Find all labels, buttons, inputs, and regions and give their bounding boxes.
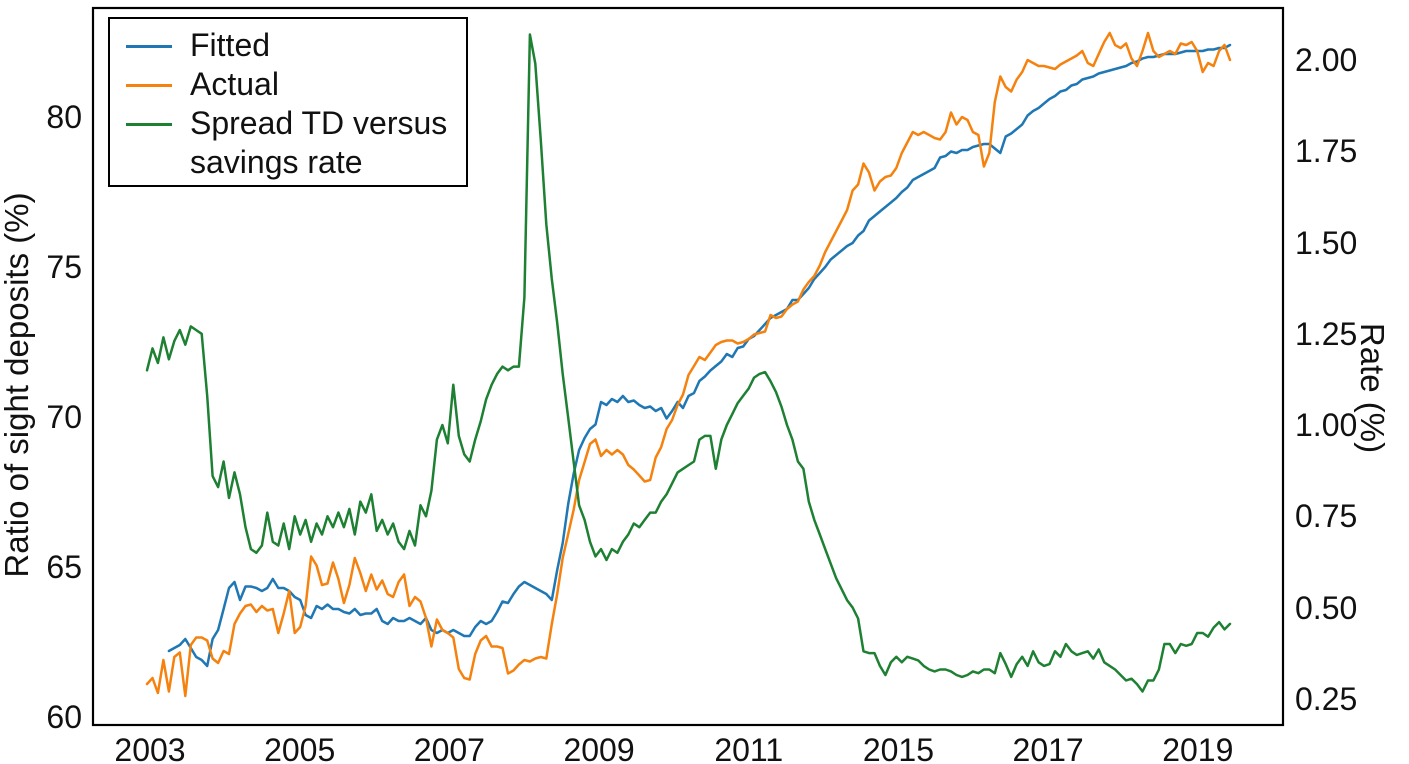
right-axis-title: Rate (%) (1354, 322, 1391, 454)
legend-label-spread: Spread TD versus savings rate (190, 105, 448, 180)
left-axis-tick-label: 70 (46, 399, 82, 435)
actual-line-swatch-icon (126, 84, 172, 87)
x-axis-tick-label: 2019 (1162, 732, 1234, 764)
fitted-line-swatch-icon (126, 45, 172, 48)
left-axis-tick-label: 75 (46, 249, 82, 285)
legend-item-actual: Actual (126, 65, 466, 104)
spread-line-swatch-icon (126, 123, 172, 126)
right-axis-tick-label: 1.50 (1295, 224, 1358, 261)
legend-label-actual: Actual (190, 66, 279, 102)
x-axis-tick-label: 2011 (714, 732, 784, 764)
left-axis-tick-label: 80 (46, 99, 82, 135)
x-axis-tick-label: 2003 (114, 732, 186, 764)
right-axis-tick-label: 0.50 (1295, 589, 1358, 626)
left-axis-tick-label: 65 (46, 549, 82, 585)
right-axis-tick-label: 0.25 (1295, 680, 1358, 717)
left-axis-title: Ratio of sight deposits (%) (0, 192, 35, 578)
right-axis-tick-label: 1.00 (1295, 407, 1358, 443)
plot-border (91, 6, 1285, 727)
legend: Fitted Actual Spread TD versus savings r… (108, 17, 468, 187)
legend-label-fitted: Fitted (190, 27, 271, 63)
x-axis-tick-label: 2009 (563, 732, 635, 764)
right-axis-tick-label: 2.00 (1295, 42, 1358, 78)
left-axis-tick-label: 60 (46, 699, 82, 735)
x-axis-tick-label: 2017 (1012, 732, 1084, 764)
legend-item-fitted: Fitted (126, 26, 466, 65)
right-axis-tick-label: 0.75 (1295, 498, 1358, 535)
series-line-actual (145, 31, 1232, 698)
x-axis-tick-label: 2007 (413, 732, 485, 764)
series-line-spread (145, 33, 1232, 693)
right-axis-tick-label: 1.25 (1295, 315, 1358, 352)
right-axis-tick-label: 1.75 (1295, 133, 1358, 170)
x-axis-tick-label: 2005 (264, 732, 336, 764)
legend-item-spread: Spread TD versus savings rate (126, 104, 466, 182)
series-line-fitted (167, 43, 1232, 668)
x-axis-tick-label: 2015 (862, 732, 935, 764)
